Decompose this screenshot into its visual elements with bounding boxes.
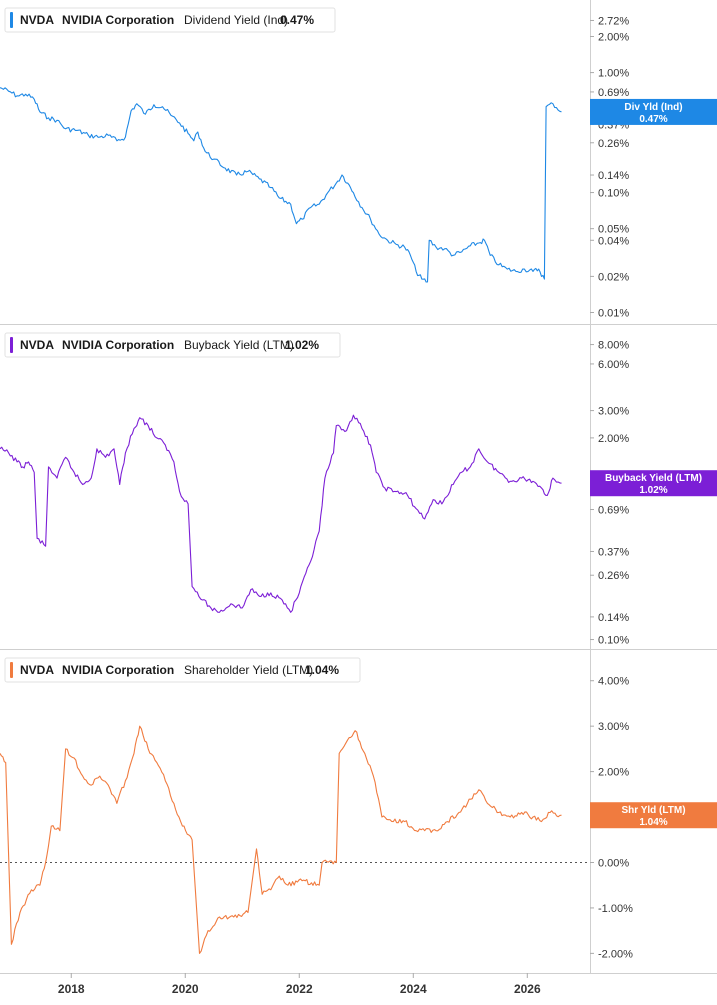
y-tick-label: 0.37% <box>598 546 629 558</box>
y-tick-label: 2.72% <box>598 15 629 27</box>
y-tick-label: 0.01% <box>598 308 629 320</box>
legend-metric: Dividend Yield (Ind) <box>184 13 288 27</box>
legend-swatch <box>10 12 13 28</box>
y-tick-label: 0.05% <box>598 224 629 236</box>
legend-box <box>4 7 336 33</box>
y-tick-label: 0.14% <box>598 612 629 624</box>
value-badge-label: Buyback Yield (LTM) <box>605 473 702 484</box>
legend-ticker: NVDA <box>20 663 54 677</box>
y-tick-label: 0.10% <box>598 188 629 200</box>
legend-company: NVIDIA Corporation <box>62 13 174 27</box>
y-tick-label: -1.00% <box>598 903 633 915</box>
y-tick-label: 4.00% <box>598 676 629 688</box>
x-tick-label: 2020 <box>172 982 199 996</box>
y-tick-label: 3.00% <box>598 721 629 733</box>
y-tick-label: 0.69% <box>598 505 629 517</box>
legend-value: 0.47% <box>280 13 314 27</box>
legend-company: NVIDIA Corporation <box>62 338 174 352</box>
value-badge <box>590 802 717 829</box>
value-badge-label: Shr Yld (LTM) <box>621 805 685 816</box>
y-tick-label: 0.10% <box>598 635 629 647</box>
y-tick-label: 2.00% <box>598 433 629 445</box>
legend-metric: Buyback Yield (LTM) <box>184 338 294 352</box>
legend-ticker: NVDA <box>20 338 54 352</box>
y-tick-label: 0.04% <box>598 235 629 247</box>
value-badge-label: Div Yld (Ind) <box>624 102 682 113</box>
y-tick-label: 0.00% <box>598 857 629 869</box>
legend-swatch <box>10 337 13 353</box>
y-tick-label: 0.69% <box>598 87 629 99</box>
legend-value: 1.04% <box>305 663 339 677</box>
value-badge-value: 1.04% <box>639 817 667 828</box>
x-tick-label: 2026 <box>514 982 541 996</box>
y-tick-label: 2.00% <box>598 31 629 43</box>
legend-metric: Shareholder Yield (LTM) <box>184 663 313 677</box>
x-tick-label: 2022 <box>286 982 313 996</box>
y-tick-label: 1.00% <box>598 68 629 80</box>
value-badge-value: 1.02% <box>639 485 667 496</box>
series-line <box>0 87 562 283</box>
legend-company: NVIDIA Corporation <box>62 663 174 677</box>
legend-box <box>4 657 361 683</box>
y-tick-label: -2.00% <box>598 948 633 960</box>
x-tick-label: 2018 <box>58 982 85 996</box>
legend-value: 1.02% <box>285 338 319 352</box>
legend-ticker: NVDA <box>20 13 54 27</box>
y-tick-label: 3.00% <box>598 406 629 418</box>
series-line <box>0 414 562 613</box>
y-tick-label: 0.26% <box>598 570 629 582</box>
y-tick-label: 0.14% <box>598 170 629 182</box>
y-tick-label: 6.00% <box>598 359 629 371</box>
x-tick-label: 2024 <box>400 982 427 996</box>
series-line <box>0 725 562 954</box>
value-badge-value: 0.47% <box>639 114 667 125</box>
value-badge <box>590 470 717 497</box>
value-badge <box>590 98 717 125</box>
legend-swatch <box>10 662 13 678</box>
y-tick-label: 0.02% <box>598 271 629 283</box>
legend-box <box>4 332 341 358</box>
y-tick-label: 0.26% <box>598 138 629 150</box>
y-tick-label: 8.00% <box>598 340 629 352</box>
y-tick-label: 2.00% <box>598 767 629 779</box>
